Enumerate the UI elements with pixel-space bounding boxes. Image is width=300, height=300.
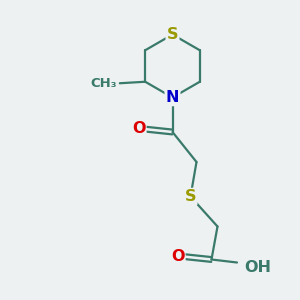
Text: CH₃: CH₃ <box>91 77 117 90</box>
Text: S: S <box>167 27 178 42</box>
Text: OH: OH <box>244 260 272 274</box>
Text: O: O <box>171 249 184 264</box>
Text: O: O <box>132 122 145 136</box>
Text: N: N <box>166 90 179 105</box>
Text: S: S <box>185 189 196 204</box>
